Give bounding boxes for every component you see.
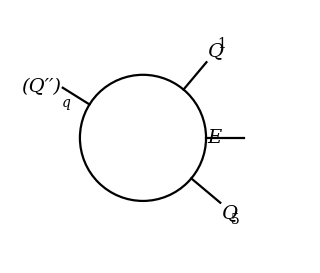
Text: (Q′′): (Q′′) [21,78,61,96]
Text: 1: 1 [217,37,226,51]
Text: Q: Q [208,43,224,61]
Text: E: E [207,129,221,147]
Text: 5: 5 [231,213,240,227]
Text: Q: Q [222,204,238,222]
Text: q: q [62,96,71,110]
